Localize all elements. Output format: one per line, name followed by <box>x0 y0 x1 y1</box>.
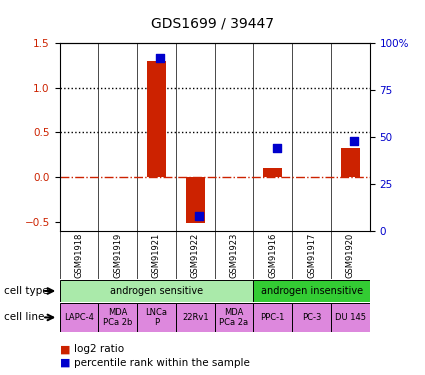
Text: MDA
PCa 2b: MDA PCa 2b <box>103 308 132 327</box>
Text: PC-3: PC-3 <box>302 313 321 322</box>
Bar <box>137 303 176 332</box>
Bar <box>147 61 166 177</box>
Text: GDS1699 / 39447: GDS1699 / 39447 <box>151 17 274 31</box>
Text: LAPC-4: LAPC-4 <box>64 313 94 322</box>
Bar <box>253 280 370 302</box>
Text: GSM91918: GSM91918 <box>74 232 83 278</box>
Text: GSM91917: GSM91917 <box>307 232 316 278</box>
Text: ■: ■ <box>60 345 70 354</box>
Point <box>196 213 202 219</box>
Bar <box>176 303 215 332</box>
Bar <box>60 280 253 302</box>
Text: PPC-1: PPC-1 <box>261 313 285 322</box>
Text: 22Rv1: 22Rv1 <box>182 313 209 322</box>
Text: androgen insensitive: androgen insensitive <box>261 286 363 296</box>
Text: cell type: cell type <box>4 286 49 296</box>
Bar <box>341 148 360 177</box>
Text: cell line: cell line <box>4 312 45 322</box>
Text: GSM91921: GSM91921 <box>152 232 161 278</box>
Text: GSM91922: GSM91922 <box>191 232 200 278</box>
Bar <box>263 168 283 177</box>
Text: GSM91919: GSM91919 <box>113 232 122 278</box>
Bar <box>186 177 205 224</box>
Bar <box>215 303 253 332</box>
Text: log2 ratio: log2 ratio <box>74 345 125 354</box>
Bar <box>331 303 370 332</box>
Text: MDA
PCa 2a: MDA PCa 2a <box>219 308 249 327</box>
Bar <box>60 303 98 332</box>
Text: GSM91923: GSM91923 <box>230 232 238 278</box>
Bar <box>98 303 137 332</box>
Point <box>351 138 357 144</box>
Text: androgen sensitive: androgen sensitive <box>110 286 203 296</box>
Point <box>273 145 280 151</box>
Bar <box>292 303 331 332</box>
Text: GSM91920: GSM91920 <box>346 232 355 278</box>
Point <box>157 55 164 61</box>
Text: LNCa
P: LNCa P <box>145 308 167 327</box>
Bar <box>253 303 292 332</box>
Text: ■: ■ <box>60 358 70 368</box>
Text: DU 145: DU 145 <box>335 313 366 322</box>
Text: percentile rank within the sample: percentile rank within the sample <box>74 358 250 368</box>
Text: GSM91916: GSM91916 <box>268 232 277 278</box>
